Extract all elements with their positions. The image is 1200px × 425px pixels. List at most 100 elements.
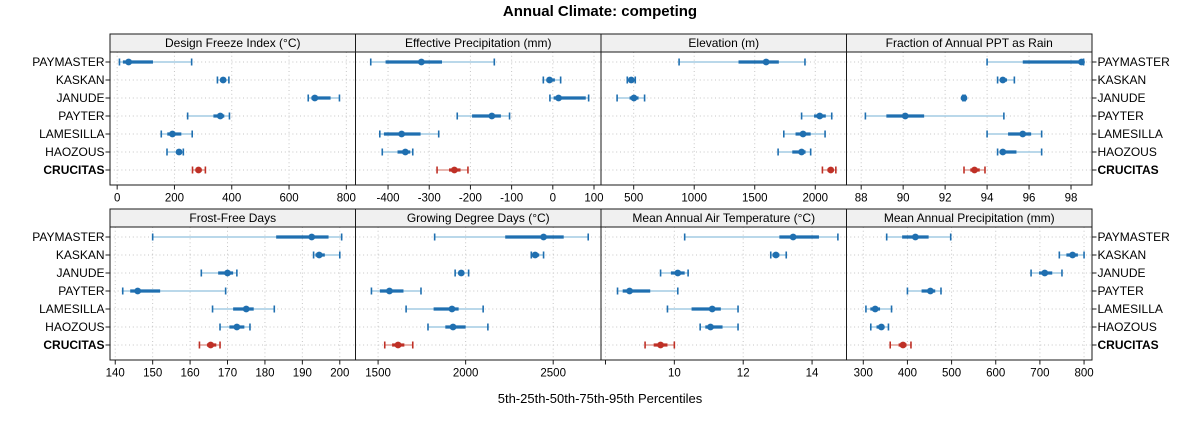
- median-dot: [386, 287, 393, 295]
- median-dot: [772, 251, 780, 259]
- row-label-right: PAYMASTER: [1098, 55, 1171, 69]
- percentile-interval-payter: [121, 287, 227, 295]
- x-tick-label: 12: [737, 368, 750, 380]
- percentile-interval-kaskan: [216, 76, 230, 84]
- median-dot: [657, 341, 664, 349]
- row-label-right: JANUDE: [1098, 91, 1146, 105]
- median-dot: [827, 166, 835, 174]
- percentile-interval-haozous: [219, 323, 251, 331]
- x-tick-label: 10: [668, 368, 681, 380]
- percentile-interval-janude: [960, 94, 968, 102]
- panel-5: 140 150 160 170 180 190 200 Frost-Free Days: [105, 208, 356, 380]
- figure-title: Annual Climate: competing: [502, 3, 698, 20]
- percentile-interval-kaskan: [530, 251, 545, 259]
- median-dot: [971, 166, 978, 174]
- row-label-right: HAOZOUS: [1098, 320, 1157, 334]
- percentile-interval-payter: [370, 287, 422, 295]
- panel-6: 1500 2000 2500 Growing Degree Days (°C): [355, 208, 602, 380]
- percentile-interval-crucitas: [383, 341, 414, 349]
- x-tick-label: 600: [279, 193, 298, 205]
- panel-border: [109, 226, 356, 361]
- x-tick-label: 2000: [802, 193, 828, 205]
- row-label-right: LAMESILLA: [1098, 302, 1163, 316]
- median-dot: [219, 76, 227, 84]
- median-dot: [1041, 269, 1049, 277]
- x-tick-label: 1500: [365, 368, 391, 380]
- x-tick-label: 2500: [540, 368, 566, 380]
- x-tick-label: 800: [337, 193, 356, 205]
- x-tick-label: 600: [986, 368, 1005, 380]
- percentile-interval-haozous: [381, 148, 414, 156]
- panel-title: Mean Annual Precipitation (mm): [884, 211, 1055, 225]
- x-tick-label: 1000: [681, 193, 707, 205]
- x-tick-label: 98: [1065, 193, 1078, 205]
- percentile-interval-crucitas: [436, 166, 469, 174]
- row-label-left: PAYMASTER: [32, 55, 105, 69]
- median-dot: [901, 112, 909, 120]
- median-dot: [708, 305, 716, 313]
- percentile-interval-paymaster: [683, 233, 839, 241]
- median-dot: [418, 58, 425, 66]
- x-tick-label: 0: [114, 193, 120, 205]
- panel-title: Frost-Free Days: [189, 211, 276, 225]
- percentile-interval-payter: [906, 287, 942, 295]
- percentile-interval-paymaster: [885, 233, 952, 241]
- row-label-left: PAYMASTER: [32, 230, 105, 244]
- percentile-interval-haozous: [996, 148, 1043, 156]
- percentile-interval-lamesilla: [666, 305, 739, 313]
- x-tick-label: 200: [165, 193, 184, 205]
- row-label-right: KASKAN: [1098, 73, 1147, 87]
- percentile-interval-haozous: [699, 323, 739, 331]
- percentile-interval-lamesilla: [160, 130, 194, 138]
- x-tick-label: 170: [218, 368, 237, 380]
- row-label-left: JANUDE: [56, 91, 104, 105]
- x-axis-caption: 5th-25th-50th-75th-95th Percentiles: [497, 391, 703, 406]
- median-dot: [394, 341, 402, 349]
- median-dot: [960, 94, 968, 102]
- panel-2: -400 -300 -200 -100 0 100 Effective Precipitat…: [355, 33, 604, 205]
- percentile-interval-janude: [616, 94, 646, 102]
- percentile-interval-janude: [549, 94, 590, 102]
- panel-border: [846, 226, 1093, 361]
- median-dot: [216, 112, 224, 120]
- row-label-left: KASKAN: [56, 248, 105, 262]
- median-dot: [626, 287, 633, 295]
- x-tick-label: 1500: [742, 193, 768, 205]
- row-label-right: KASKAN: [1098, 248, 1147, 262]
- median-dot: [450, 166, 458, 174]
- median-dot: [134, 287, 142, 295]
- percentile-interval-kaskan: [626, 76, 637, 84]
- percentile-interval-janude: [659, 269, 689, 277]
- x-tick-label: 700: [1030, 368, 1049, 380]
- median-dot: [899, 341, 907, 349]
- x-tick-label: 140: [106, 368, 125, 380]
- panel-border: [109, 51, 356, 186]
- median-dot: [195, 166, 202, 174]
- percentile-interval-paymaster: [986, 58, 1085, 66]
- row-label-left: PAYTER: [58, 109, 105, 123]
- percentile-interval-paymaster: [369, 58, 496, 66]
- percentile-interval-kaskan: [1058, 251, 1085, 259]
- median-dot: [674, 269, 682, 277]
- median-dot: [926, 287, 934, 295]
- percentile-interval-janude: [200, 269, 238, 277]
- median-dot: [311, 94, 319, 102]
- percentile-interval-paymaster: [678, 58, 806, 66]
- percentile-interval-kaskan: [312, 251, 341, 259]
- percentile-interval-payter: [616, 287, 679, 295]
- median-dot: [540, 233, 547, 241]
- percentile-interval-crucitas: [889, 341, 912, 349]
- median-dot: [789, 233, 797, 241]
- median-dot: [546, 76, 553, 84]
- median-dot: [207, 341, 215, 349]
- row-label-right: PAYTER: [1098, 109, 1145, 123]
- x-tick-label: 2000: [453, 368, 479, 380]
- median-dot: [798, 148, 805, 156]
- percentile-interval-haozous: [427, 323, 489, 331]
- x-tick-label: 800: [1074, 368, 1093, 380]
- panel-border: [600, 226, 847, 361]
- median-dot: [999, 76, 1007, 84]
- percentile-interval-paymaster: [118, 58, 193, 66]
- percentile-interval-lamesilla: [405, 305, 484, 313]
- row-label-left: LAMESILLA: [39, 127, 104, 141]
